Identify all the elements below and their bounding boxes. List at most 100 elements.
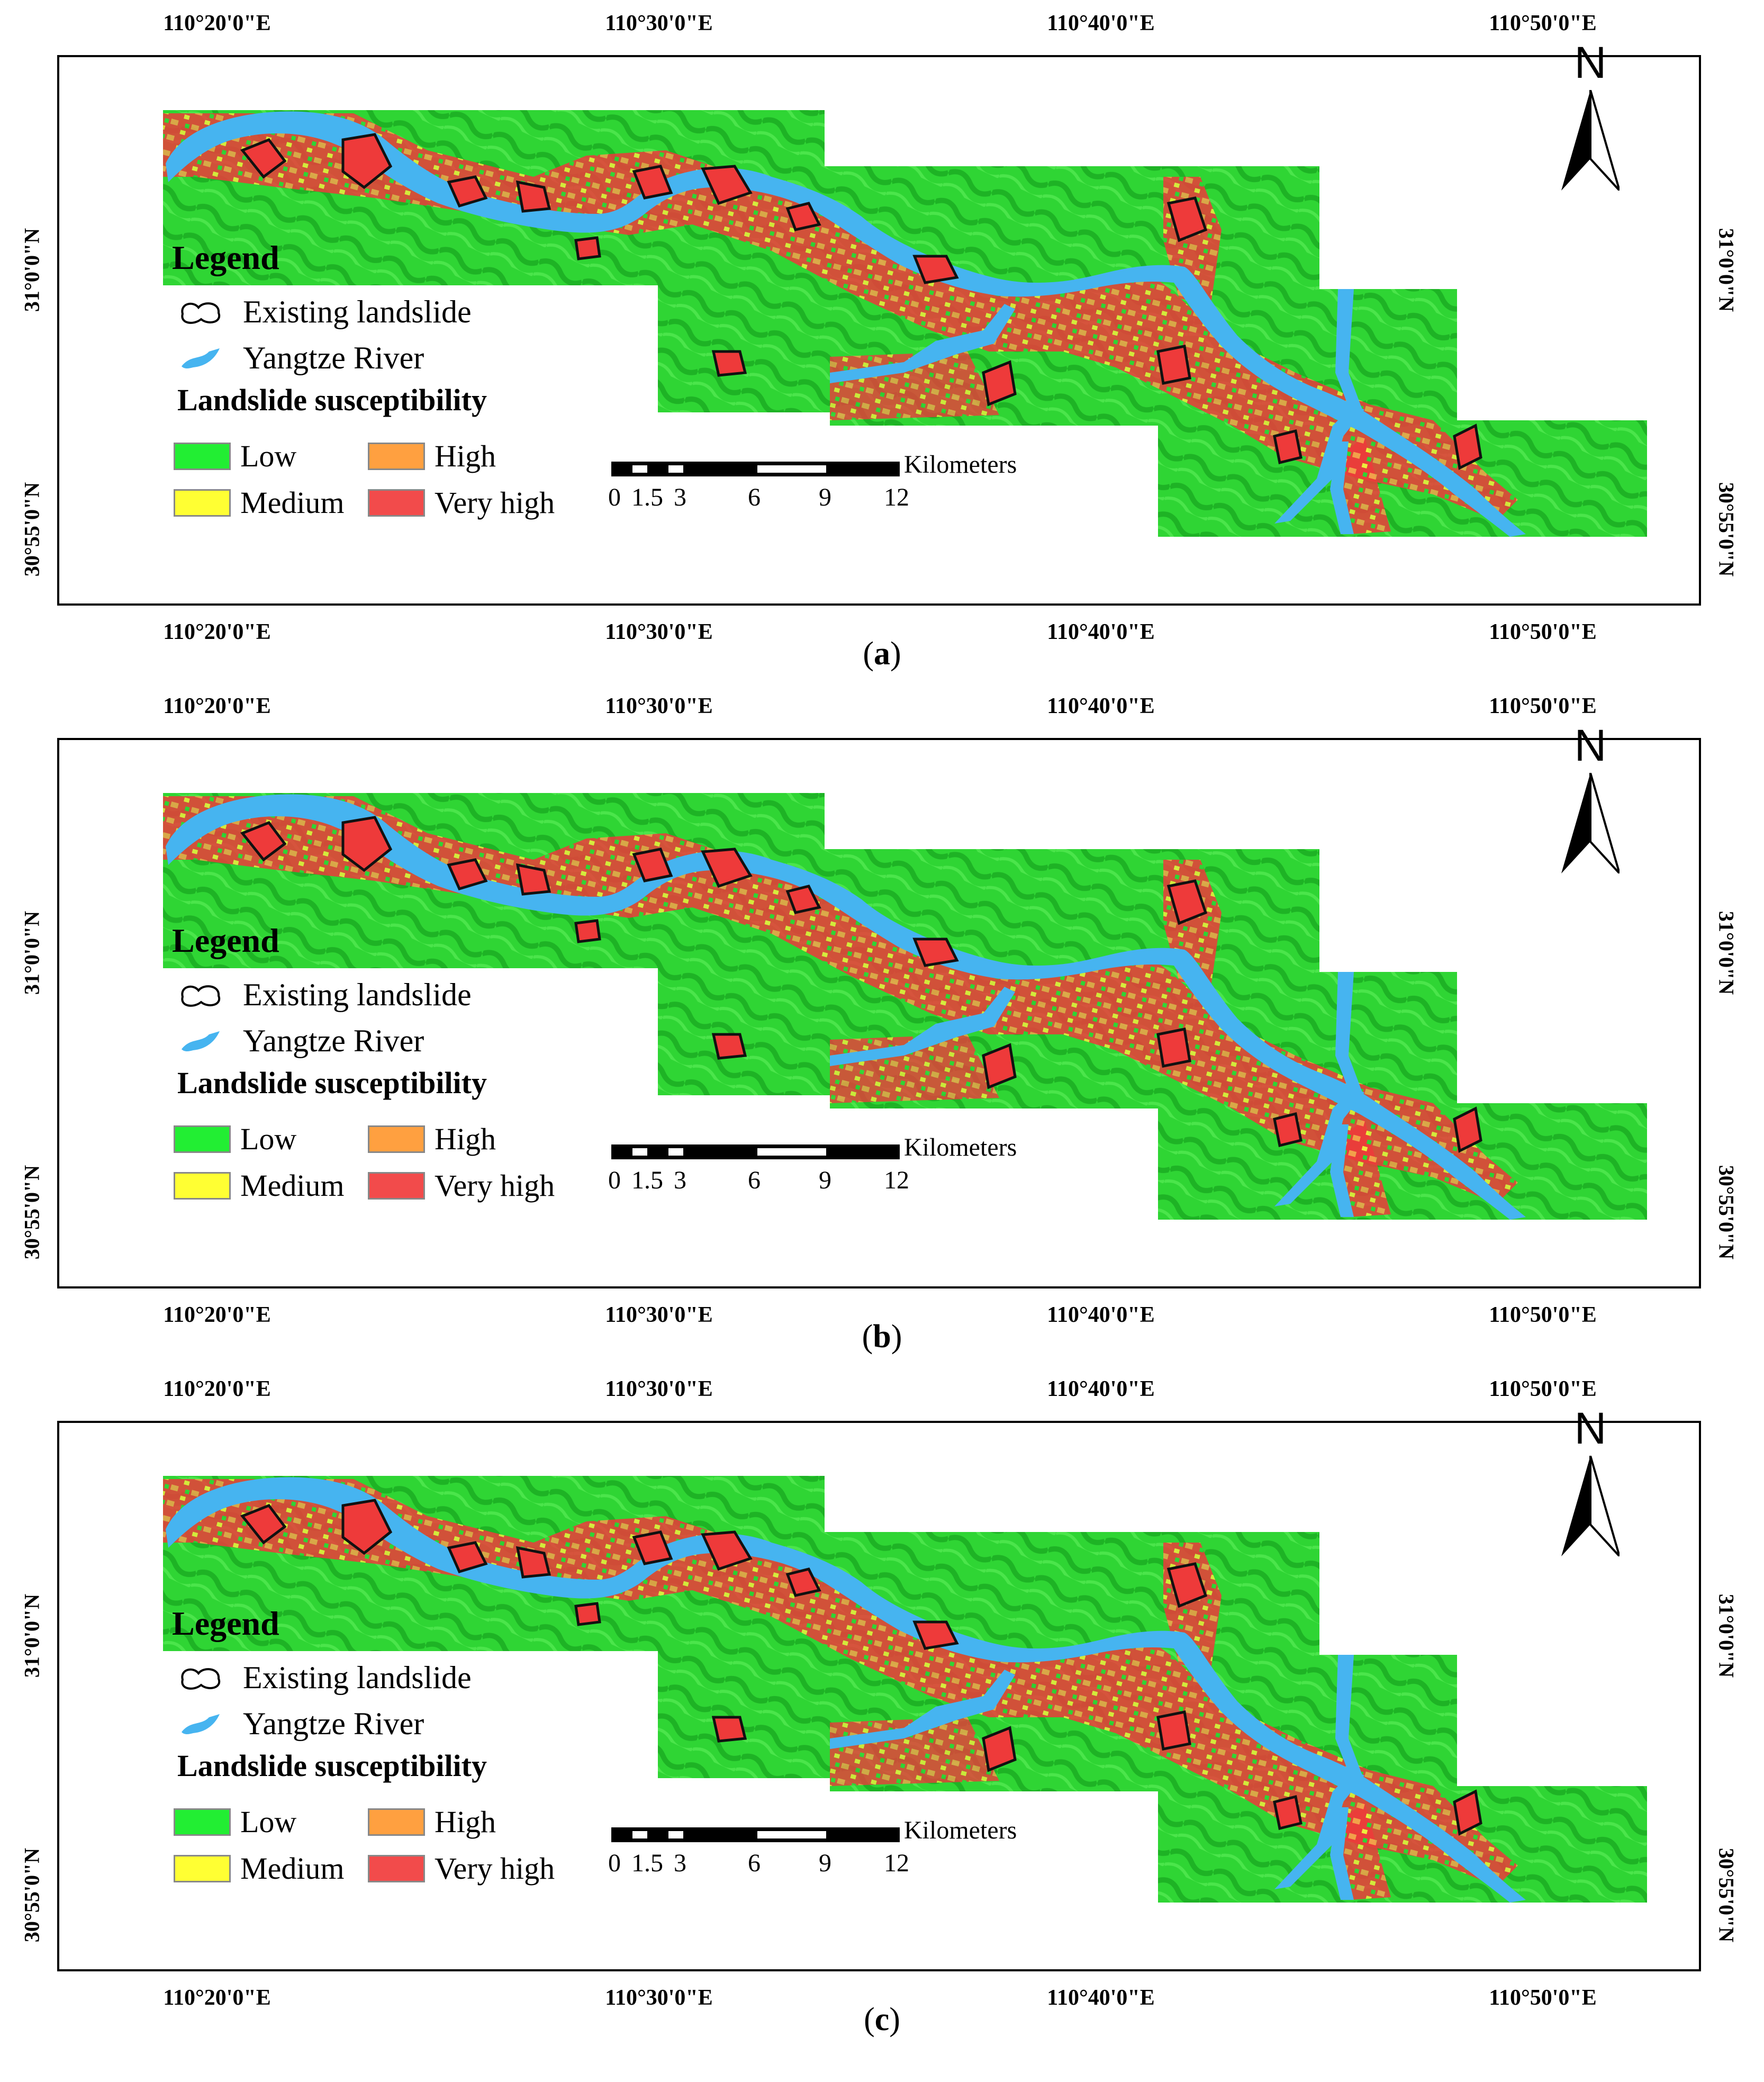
latitude-label-right: 30°55'0"N (1714, 482, 1739, 577)
scale-tick: 0 (608, 483, 621, 511)
scale-tick: 1.5 (631, 483, 663, 511)
legend-existing-landslide: Existing landslide (177, 977, 472, 1013)
latitude-label-right: 31°0'0"N (1714, 1593, 1739, 1678)
swatch-low (174, 442, 231, 470)
latitude-label-left: 31°0'0"N (20, 1593, 44, 1678)
caption-label: b (873, 1319, 891, 1355)
yangtze-river (1335, 289, 1364, 420)
legend-landslide-label: Existing landslide (243, 1660, 472, 1695)
north-arrow: N (1553, 720, 1627, 879)
longitude-label-bottom: 110°20'0"E (163, 1986, 271, 2010)
map-panel-a: 110°20'0"E 110°30'0"E 110°40'0"E 110°50'… (0, 0, 1764, 683)
caption-close: ) (890, 636, 901, 672)
legend-class-high: High (368, 438, 496, 474)
north-label: N (1574, 720, 1607, 770)
yangtze-river (830, 987, 1015, 1066)
latitude-label-right: 31°0'0"N (1714, 911, 1739, 995)
longitude-label-top: 110°40'0"E (1047, 1377, 1155, 1401)
longitude-label-top: 110°50'0"E (1489, 694, 1597, 718)
longitude-label-bottom: 110°40'0"E (1047, 1986, 1155, 2010)
yangtze-river (1274, 404, 1364, 524)
hazard-zone (1338, 1802, 1391, 1900)
hazard-zone (1338, 436, 1391, 534)
legend-class-medium: Medium (174, 1168, 345, 1203)
swatch-very-high (368, 1854, 425, 1882)
hazard-zone (1338, 1119, 1391, 1217)
scale-tick: 12 (884, 1849, 909, 1877)
caption-open: ( (864, 2002, 875, 2038)
latitude-label-left: 30°55'0"N (20, 1165, 44, 1260)
legend-class-label: Very high (435, 1851, 555, 1886)
north-label: N (1574, 38, 1607, 87)
legend-yangtze-river: Yangtze River (177, 340, 424, 376)
map-panel-c: 110°20'0"E 110°30'0"E 110°40'0"E 110°50'… (0, 1366, 1764, 2049)
yangtze-river (166, 1477, 1526, 1903)
scale-tick: 3 (674, 483, 686, 511)
caption-close: ) (891, 1319, 902, 1355)
scale-tick: 9 (819, 483, 831, 511)
legend-class-label: High (435, 439, 496, 473)
legend-class-label: Medium (240, 485, 345, 520)
caption-open: ( (862, 1319, 873, 1355)
legend-yangtze-river: Yangtze River (177, 1706, 424, 1742)
susceptibility-map (163, 793, 1647, 1220)
landslide-outline-icon (181, 1668, 221, 1690)
latitude-label-right: 30°55'0"N (1714, 1165, 1739, 1260)
swatch-low (174, 1125, 231, 1153)
yangtze-river (166, 794, 1526, 1220)
longitude-label-bottom: 110°40'0"E (1047, 1303, 1155, 1327)
landslide-outline-icon (181, 302, 221, 324)
legend-title: Legend (172, 239, 279, 276)
legend-class-label: Medium (240, 1851, 345, 1886)
yangtze-river (1335, 972, 1364, 1103)
legend-class-medium: Medium (174, 485, 345, 520)
yangtze-river (1330, 441, 1354, 534)
existing-landslides (240, 133, 1482, 470)
swatch-high (368, 442, 425, 470)
legend-class-high: High (368, 1121, 496, 1157)
longitude-label-bottom: 110°50'0"E (1489, 620, 1597, 644)
longitude-label-bottom: 110°50'0"E (1489, 1986, 1597, 2010)
legend-class-label: High (435, 1805, 496, 1839)
longitude-label-top: 110°40'0"E (1047, 11, 1155, 35)
scale-tick: 12 (884, 483, 909, 511)
swatch-very-high (368, 489, 425, 517)
legend-class-label: High (435, 1122, 496, 1156)
swatch-medium (174, 489, 231, 517)
river-icon (182, 1031, 220, 1051)
north-arrow: N (1553, 1403, 1627, 1562)
legend-landslide-label: Existing landslide (243, 977, 472, 1012)
latitude-label-left: 30°55'0"N (20, 1847, 44, 1943)
longitude-label-top: 110°20'0"E (163, 1377, 271, 1401)
swatch-very-high (368, 1171, 425, 1200)
scale-tick: 3 (674, 1166, 686, 1194)
scale-bar-graphic (611, 1827, 900, 1842)
river-icon (182, 348, 220, 368)
legend-class-very-high: Very high (368, 485, 555, 520)
longitude-label-top: 110°20'0"E (163, 11, 271, 35)
longitude-label-top: 110°40'0"E (1047, 694, 1155, 718)
legend-class-label: Low (240, 1122, 297, 1156)
caption-close: ) (889, 2002, 900, 2038)
scale-tick: 9 (819, 1166, 831, 1194)
scale-bar-graphic (611, 462, 900, 476)
longitude-label-bottom: 110°30'0"E (605, 1303, 713, 1327)
panel-caption: (a) (0, 635, 1764, 673)
legend-class-low: Low (174, 1804, 296, 1840)
swatch-high (368, 1125, 425, 1153)
legend-yangtze-river: Yangtze River (177, 1023, 424, 1059)
swatch-medium (174, 1854, 231, 1882)
north-arrow: N (1553, 37, 1627, 196)
legend-existing-landslide: Existing landslide (177, 294, 472, 330)
scale-bar-graphic (611, 1144, 900, 1159)
longitude-label-top: 110°50'0"E (1489, 11, 1597, 35)
longitude-label-bottom: 110°20'0"E (163, 620, 271, 644)
latitude-label-left: 30°55'0"N (20, 482, 44, 577)
scale-tick: 1.5 (631, 1166, 663, 1194)
swatch-medium (174, 1171, 231, 1200)
legend-river-label: Yangtze River (243, 1706, 424, 1741)
longitude-label-bottom: 110°40'0"E (1047, 620, 1155, 644)
scale-tick: 6 (748, 1849, 761, 1877)
legend-class-very-high: Very high (368, 1851, 555, 1886)
legend-river-label: Yangtze River (243, 340, 424, 375)
